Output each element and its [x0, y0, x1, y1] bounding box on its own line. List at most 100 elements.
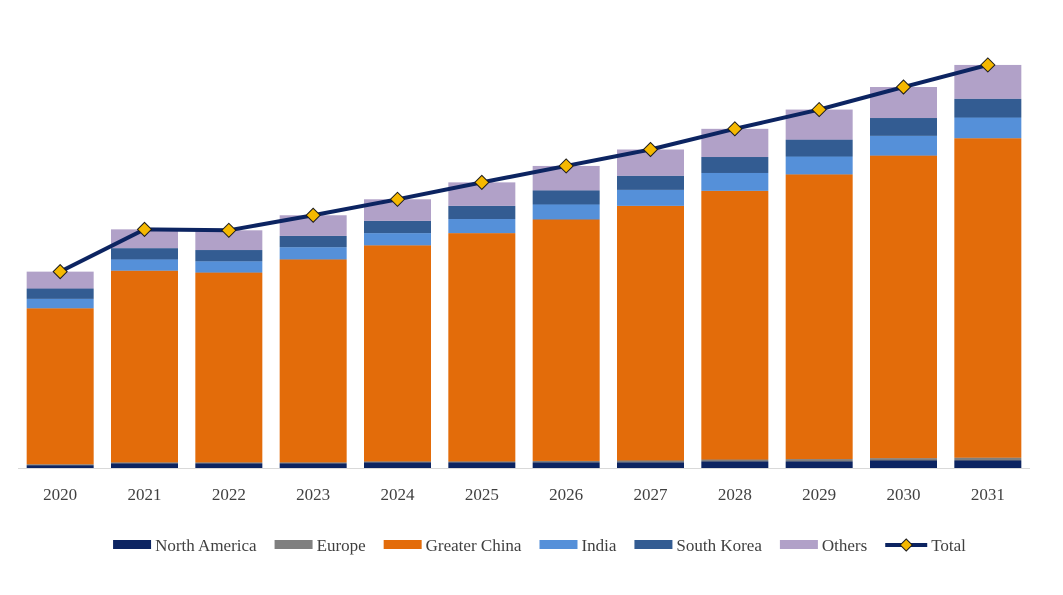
- bar-others-2021: [111, 229, 178, 249]
- bar-greater-china-2029: [785, 174, 853, 460]
- bar-india-2027: [617, 189, 684, 206]
- total-marker-2021: [136, 221, 153, 238]
- bar-india-2028: [701, 172, 769, 191]
- x-tick-label-2025: 2025: [465, 485, 499, 504]
- bar-south-korea-2029: [785, 139, 853, 157]
- legend-swatch-south-korea: [634, 540, 673, 549]
- total-marker-2031: [980, 57, 996, 73]
- x-tick-label-2027: 2027: [634, 485, 669, 504]
- bar-north-america-2020: [26, 465, 94, 468]
- bar-greater-china-2022: [195, 272, 263, 463]
- bar-greater-china-2021: [111, 270, 178, 463]
- bar-south-korea-2031: [954, 98, 1022, 118]
- bar-south-korea-2025: [448, 205, 516, 220]
- total-marker-2028: [727, 121, 743, 137]
- bar-south-korea-2020: [26, 288, 94, 299]
- total-line: [59, 63, 989, 274]
- bar-europe-2026: [532, 460, 600, 463]
- total-marker-2030: [895, 79, 912, 95]
- legend-label-india: India: [581, 536, 616, 555]
- bar-india-2021: [111, 259, 178, 271]
- bar-others-2022: [195, 230, 263, 251]
- bar-others-2025: [448, 182, 516, 206]
- total-marker-2029: [811, 101, 827, 118]
- bar-europe-2023: [279, 462, 347, 464]
- bar-europe-2020: [26, 464, 94, 466]
- total-marker-2027: [642, 141, 659, 158]
- bar-north-america-2031: [954, 460, 1022, 468]
- x-tick-label-2030: 2030: [887, 485, 921, 504]
- bar-greater-china-2024: [364, 245, 431, 462]
- total-marker-2025: [474, 174, 490, 191]
- bar-europe-2031: [954, 457, 1022, 461]
- legend-swatch-india: [539, 540, 578, 549]
- bar-europe-2030: [870, 458, 937, 461]
- bar-south-korea-2026: [532, 190, 600, 205]
- bar-north-america-2023: [279, 463, 347, 468]
- bar-india-2025: [448, 219, 516, 234]
- bar-south-korea-2027: [617, 175, 684, 190]
- bar-india-2029: [785, 156, 853, 175]
- x-tick-label-2028: 2028: [718, 485, 752, 504]
- bar-south-korea-2028: [701, 157, 769, 173]
- bar-north-america-2024: [364, 462, 431, 468]
- bar-south-korea-2023: [279, 235, 347, 248]
- bar-north-america-2021: [111, 463, 178, 468]
- legend-label-europe: Europe: [317, 536, 366, 555]
- bar-india-2030: [870, 135, 937, 156]
- bar-europe-2022: [195, 462, 263, 464]
- bar-others-2024: [364, 199, 431, 221]
- x-tick-label-2020: 2020: [43, 485, 77, 504]
- bar-south-korea-2021: [111, 248, 178, 260]
- bar-greater-china-2027: [617, 205, 684, 461]
- bar-europe-2028: [701, 459, 769, 462]
- x-tick-label-2021: 2021: [128, 485, 162, 504]
- total-marker-2026: [558, 158, 574, 174]
- bar-india-2026: [532, 204, 600, 220]
- bars-group: [26, 64, 1022, 468]
- x-tick-label-2031: 2031: [971, 485, 1005, 504]
- total-marker-2020: [52, 263, 68, 280]
- x-tick-label-2024: 2024: [381, 485, 416, 504]
- legend: North America Europe Greater China India Sou…: [113, 536, 966, 555]
- bar-europe-2024: [364, 461, 431, 463]
- bar-north-america-2027: [617, 462, 684, 468]
- bar-north-america-2030: [870, 460, 937, 468]
- x-tick-label-2022: 2022: [212, 485, 246, 504]
- legend-label-north-america: North America: [155, 536, 257, 555]
- total-marker-2024: [389, 191, 406, 208]
- bar-north-america-2028: [701, 461, 769, 468]
- bar-north-america-2025: [448, 462, 516, 468]
- bar-others-2020: [26, 271, 94, 289]
- bar-europe-2027: [617, 460, 684, 463]
- legend-swatch-greater-china: [383, 540, 422, 549]
- bar-south-korea-2024: [364, 220, 431, 234]
- bar-south-korea-2022: [195, 250, 263, 262]
- bar-others-2023: [279, 215, 347, 236]
- bar-north-america-2029: [785, 461, 853, 468]
- bar-greater-china-2025: [448, 233, 516, 462]
- bar-india-2020: [26, 298, 94, 309]
- bar-india-2024: [364, 233, 431, 246]
- bar-greater-china-2030: [870, 155, 937, 459]
- legend-swatch-europe: [274, 540, 313, 549]
- legend-swatch-north-america: [113, 540, 152, 549]
- bar-greater-china-2026: [532, 219, 600, 461]
- bar-india-2022: [195, 261, 263, 273]
- legend-label-total: Total: [931, 536, 966, 555]
- x-tick-label-2029: 2029: [802, 485, 836, 504]
- total-marker-2023: [305, 207, 321, 223]
- bar-greater-china-2028: [701, 190, 769, 460]
- bar-europe-2029: [785, 459, 853, 462]
- bar-north-america-2026: [532, 462, 600, 468]
- bar-europe-2021: [111, 462, 178, 464]
- bar-south-korea-2030: [870, 118, 937, 136]
- x-tick-label-2026: 2026: [549, 485, 583, 504]
- legend-label-south-korea: South Korea: [676, 536, 762, 555]
- bar-greater-china-2023: [279, 259, 347, 463]
- bar-india-2023: [279, 247, 347, 260]
- legend-swatch-others: [779, 540, 818, 549]
- legend-marker-total: [899, 538, 913, 552]
